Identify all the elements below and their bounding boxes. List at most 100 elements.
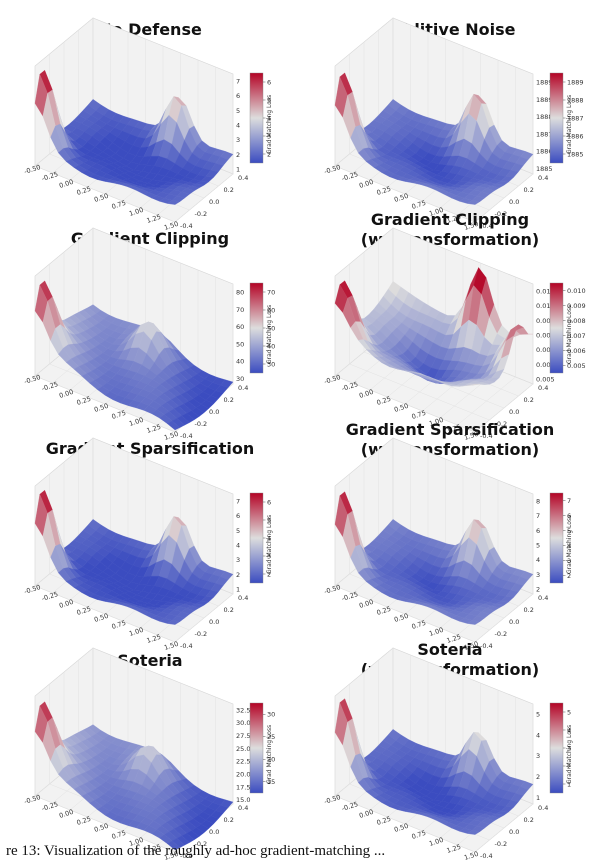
x-tick-label: -0.50 [23, 583, 41, 596]
z-tick-label: 2 [536, 586, 540, 594]
surface-mesh [34, 701, 234, 851]
z-axis-label: Grad Matching Loss [566, 725, 573, 784]
y-tick-label: 0.2 [524, 396, 534, 404]
colorbar-tick-label: 0.006 [567, 347, 586, 355]
surface-plot: -0.50-0.250.000.250.500.751.001.251.50 -0… [23, 227, 275, 442]
surface-mesh [34, 280, 234, 431]
colorbar-tick-label: 6 [267, 78, 271, 86]
x-tick-label: -0.50 [23, 373, 41, 386]
y-tick-label: 0.4 [538, 804, 548, 812]
colorbar-tick-label: 0.005 [567, 362, 586, 370]
surface-plot: -0.50-0.250.000.250.500.751.001.251.50 -0… [323, 437, 573, 652]
gridline [334, 66, 476, 223]
x-tick-label: 0.00 [58, 598, 74, 610]
y-tick-label: 0.4 [238, 594, 248, 602]
panel-title-main: No Defense [98, 20, 202, 39]
colorbar-tick-label: 0.007 [567, 332, 586, 340]
x-tick-label: 0.25 [376, 815, 392, 827]
panel-title: Gradient Sparsification (w/ Transformatio… [300, 420, 600, 460]
colorbar-tick-label: 1889 [567, 78, 584, 86]
colorbar [249, 72, 264, 164]
x-tick-label: 0.25 [76, 395, 92, 407]
z-tick-label: 4 [536, 731, 540, 739]
gridline [363, 252, 505, 409]
colorbar-tick-label: 5 [267, 516, 271, 524]
colorbar-tick-label: 3 [567, 557, 571, 565]
y-tick-label: 0.0 [209, 408, 219, 416]
y-tick-label: 0.2 [524, 186, 534, 194]
z-tick-label: 27.5 [236, 732, 250, 740]
colorbar-tick-label: 7 [567, 497, 571, 505]
z-tick-label: 2 [236, 571, 240, 579]
colorbar-tick-label: 40 [267, 342, 275, 350]
z-tick-label: 2 [536, 773, 540, 781]
colorbar-tick-label: 30 [267, 360, 275, 368]
z-tick-label: 5 [236, 107, 240, 115]
z-tick-label: 25.0 [236, 745, 250, 753]
y-tick-label: -0.2 [195, 420, 208, 428]
z-tick-label: 40 [236, 358, 244, 366]
x-tick-label: 0.50 [393, 822, 409, 834]
z-tick-label: 80 [236, 289, 244, 297]
panel-title-main: Soteria [117, 651, 183, 670]
x-tick-label: 1.25 [146, 213, 162, 225]
panel-title-main: Additive Noise [384, 20, 516, 39]
surface-cell [166, 200, 181, 205]
y-tick-label: -0.2 [495, 840, 508, 848]
colorbar-tick-label: 20 [267, 756, 275, 764]
z-tick-label: 15.0 [236, 796, 250, 804]
x-tick-label: -0.25 [341, 590, 359, 603]
y-tick-label: 0.0 [509, 408, 519, 416]
colorbar [549, 702, 564, 794]
surface-plot: -0.50-0.250.000.250.500.751.001.251.50 -0… [323, 647, 573, 862]
y-tick-label: 0.4 [538, 174, 548, 182]
y-tick-label: -0.2 [495, 420, 508, 428]
panel-title: Gradient Clipping (w/ Transformation) [300, 210, 600, 250]
x-tick-label: 0.25 [376, 395, 392, 407]
z-tick-label: 22.5 [236, 758, 250, 766]
y-tick-label: -0.4 [480, 432, 493, 440]
panel-title-main: Soteria [417, 640, 483, 659]
z-tick-label: 3 [236, 136, 240, 144]
surface-plot: -0.50-0.250.000.250.500.751.001.251.50 -0… [23, 647, 275, 862]
x-tick-label: -0.50 [323, 583, 341, 596]
surface-plot: -0.50-0.250.000.250.500.751.001.251.50 -0… [23, 437, 273, 652]
colorbar-tick-label: 4 [567, 726, 571, 734]
y-tick-label: -0.4 [180, 222, 193, 230]
colorbar-tick-label: 3 [567, 744, 571, 752]
z-tick-label: 6 [536, 527, 540, 535]
gridline [34, 66, 176, 223]
colorbar [249, 282, 264, 374]
surface-cell [166, 420, 181, 431]
z-tick-label: 6 [236, 92, 240, 100]
y-tick-label: -0.4 [180, 642, 193, 650]
y-tick-label: 0.2 [224, 606, 234, 614]
x-tick-label: 0.75 [411, 829, 427, 841]
z-tick-label: 18890 [536, 79, 557, 87]
y-tick-label: -0.4 [180, 852, 193, 860]
surface-cell [166, 840, 181, 851]
colorbar-tick-label: 2 [267, 570, 271, 578]
panel-title-main: Gradient Sparsification [345, 420, 555, 439]
y-tick-label: 0.0 [509, 828, 519, 836]
surface-mesh [334, 72, 534, 205]
colorbar-tick-label: 1886 [567, 132, 584, 140]
z-tick-label: 0.011 [536, 287, 555, 295]
z-tick-label: 32.5 [236, 706, 250, 714]
y-tick-label: 0.2 [524, 816, 534, 824]
x-tick-label: 0.50 [93, 402, 109, 414]
colorbar-tick-label: 0.009 [567, 302, 586, 310]
panel-title: Gradient Clipping [0, 229, 300, 249]
x-tick-label: 0.50 [393, 402, 409, 414]
colorbar-tick-label: 4 [267, 114, 271, 122]
surface-cell [467, 383, 480, 386]
x-tick-label: -0.25 [41, 380, 59, 393]
z-tick-label: 0.010 [536, 302, 555, 310]
z-tick-label: 4 [536, 556, 540, 564]
y-tick-label: 0.2 [224, 186, 234, 194]
x-tick-label: 0.50 [393, 612, 409, 624]
z-axis-label: Grad Matching Loss [566, 515, 573, 574]
colorbar-tick-label: 2 [567, 762, 571, 770]
gridline [334, 486, 476, 643]
colorbar-tick-label: 1888 [567, 96, 584, 104]
